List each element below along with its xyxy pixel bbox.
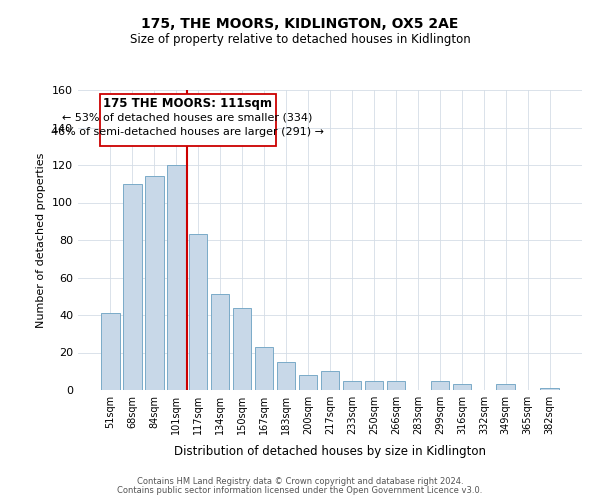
- Bar: [255, 347, 274, 390]
- Y-axis label: Number of detached properties: Number of detached properties: [37, 152, 46, 328]
- Bar: [541, 388, 559, 390]
- Bar: [365, 380, 383, 390]
- Bar: [496, 384, 515, 390]
- X-axis label: Distribution of detached houses by size in Kidlington: Distribution of detached houses by size …: [174, 446, 486, 458]
- Text: Size of property relative to detached houses in Kidlington: Size of property relative to detached ho…: [130, 32, 470, 46]
- Bar: [386, 380, 405, 390]
- Text: ← 53% of detached houses are smaller (334): ← 53% of detached houses are smaller (33…: [62, 112, 313, 122]
- Bar: [343, 380, 361, 390]
- Text: 46% of semi-detached houses are larger (291) →: 46% of semi-detached houses are larger (…: [51, 127, 324, 137]
- Bar: [123, 184, 142, 390]
- Bar: [145, 176, 164, 390]
- Text: Contains public sector information licensed under the Open Government Licence v3: Contains public sector information licen…: [118, 486, 482, 495]
- Bar: [431, 380, 449, 390]
- Bar: [277, 362, 295, 390]
- Bar: [211, 294, 229, 390]
- Bar: [233, 308, 251, 390]
- Text: Contains HM Land Registry data © Crown copyright and database right 2024.: Contains HM Land Registry data © Crown c…: [137, 477, 463, 486]
- Text: 175 THE MOORS: 111sqm: 175 THE MOORS: 111sqm: [103, 96, 272, 110]
- Bar: [167, 165, 185, 390]
- Bar: [452, 384, 471, 390]
- Bar: [101, 313, 119, 390]
- Bar: [320, 371, 340, 390]
- Text: 175, THE MOORS, KIDLINGTON, OX5 2AE: 175, THE MOORS, KIDLINGTON, OX5 2AE: [142, 18, 458, 32]
- Bar: [299, 375, 317, 390]
- Bar: [189, 234, 208, 390]
- FancyBboxPatch shape: [100, 94, 275, 146]
